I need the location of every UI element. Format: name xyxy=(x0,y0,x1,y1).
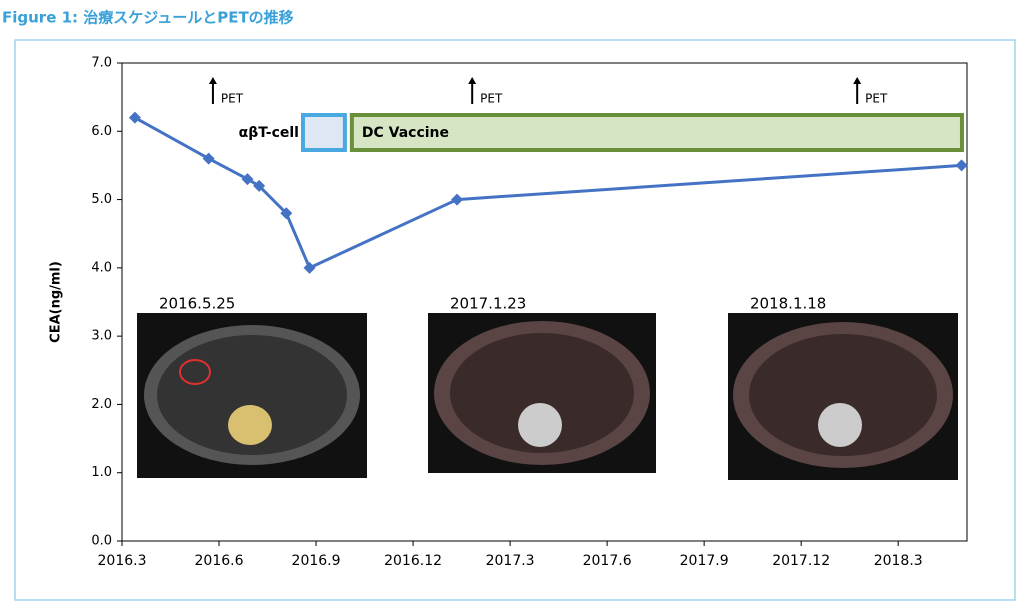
y-tick-label: 7.0 xyxy=(91,56,112,71)
x-tick-label: 2017.6 xyxy=(583,553,632,569)
y-axis-label: CEA(ng/ml) xyxy=(49,261,64,343)
image-label: 2018.1.18 xyxy=(750,295,826,313)
ct-spine xyxy=(818,403,862,447)
pet-label: PET xyxy=(480,92,503,106)
y-tick-label: 2.0 xyxy=(91,397,112,412)
y-tick-label: 4.0 xyxy=(91,260,112,275)
scan-images xyxy=(137,313,958,480)
schedule-label: DC Vaccine xyxy=(362,125,449,141)
pet-arrowhead xyxy=(208,77,217,84)
chart-title: Figure 1: 治療スケジュールとPETの推移 xyxy=(2,9,294,27)
chart-frame xyxy=(14,39,1016,601)
data-point xyxy=(280,207,293,220)
x-tick-label: 2017.12 xyxy=(772,553,830,569)
pet-label: PET xyxy=(865,92,888,106)
plot-area xyxy=(121,62,968,542)
x-tick-label: 2016.12 xyxy=(384,553,442,569)
ct-spine xyxy=(228,405,272,445)
data-point xyxy=(303,261,316,274)
data-point xyxy=(241,173,254,186)
ct-inner xyxy=(157,335,347,455)
y-tick-label: 5.0 xyxy=(91,192,112,207)
data-point xyxy=(128,111,141,124)
data-point xyxy=(202,152,215,165)
y-tick-label: 6.0 xyxy=(91,124,112,139)
x-tick-label: 2016.3 xyxy=(98,553,147,569)
y-tick-label: 0.0 xyxy=(91,534,112,549)
pet-arrowhead xyxy=(853,77,862,84)
y-tick-label: 1.0 xyxy=(91,465,112,480)
ct-inner xyxy=(450,333,634,453)
pet-arrowhead xyxy=(468,77,477,84)
data-point xyxy=(451,193,464,206)
data-point xyxy=(955,159,968,172)
schedule-label: αβT-cell xyxy=(239,125,299,141)
data-point xyxy=(253,179,266,192)
image-label: 2016.5.25 xyxy=(159,295,235,313)
pet-label: PET xyxy=(221,92,244,106)
series-line xyxy=(134,116,962,270)
x-tick-label: 2016.6 xyxy=(195,553,244,569)
y-tick-label: 3.0 xyxy=(91,329,112,344)
ct-inner xyxy=(749,334,937,456)
x-tick-label: 2017.3 xyxy=(486,553,535,569)
x-tick-label: 2017.9 xyxy=(680,553,729,569)
x-tick-label: 2016.9 xyxy=(292,553,341,569)
image-label: 2017.1.23 xyxy=(450,295,526,313)
ct-roi xyxy=(179,359,211,385)
x-tick-label: 2018.3 xyxy=(874,553,923,569)
ct-spine xyxy=(518,403,562,447)
schedule-bar xyxy=(300,113,347,152)
schedule-bar xyxy=(349,113,964,152)
